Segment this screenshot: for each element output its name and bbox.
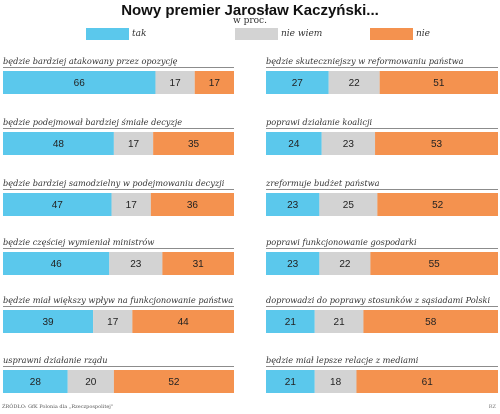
chart-title: Nowy premier Jarosław Kaczyński... bbox=[121, 2, 379, 19]
legend-swatch-nie bbox=[370, 28, 413, 40]
bar-segment-nie-doprowadzi-do-poprawy-stosunkow-z-sasiadami-polski bbox=[363, 310, 498, 333]
bar-segment-nie-bedzie-podejmowal-bardziej-smiale-decyzje bbox=[153, 132, 234, 155]
statement-label-bedzie-bardziej-samodzielny-w-podejmowaniu-decyzji: będzie bardziej samodzielny w podejmowan… bbox=[3, 178, 225, 188]
bar-segment-nie-wiem-poprawi-funkcjonowanie-gospodarki bbox=[319, 252, 371, 275]
value-label-tak-bedzie-bardziej-samodzielny-w-podejmowaniu-decyzji: 47 bbox=[52, 200, 64, 211]
bar-segment-tak-bedzie-bardziej-samodzielny-w-podejmowaniu-decyzji bbox=[3, 193, 112, 216]
bar-segment-nie-wiem-doprowadzi-do-poprawy-stosunkow-z-sasiadami-polski bbox=[314, 310, 364, 333]
bar-segment-tak-bedzie-mial-wiekszy-wplyw-na-funkcjonowanie-panstwa bbox=[3, 310, 94, 333]
value-label-nie-wiem-poprawi-dzialanie-koalicji: 23 bbox=[343, 139, 355, 150]
statement-label-doprowadzi-do-poprawy-stosunkow-z-sasiadami-polski: doprowadzi do poprawy stosunków z sąsiad… bbox=[266, 295, 491, 305]
bar-segment-nie-wiem-bedzie-bardziej-atakowany-przez-opozycje bbox=[155, 71, 195, 94]
value-label-tak-bedzie-skuteczniejszy-w-reformowaniu-panstwa: 27 bbox=[292, 78, 304, 89]
value-label-tak-poprawi-funkcjonowanie-gospodarki: 23 bbox=[287, 259, 299, 270]
bar-segment-nie-wiem-bedzie-czesciej-wymienial-ministrow bbox=[109, 252, 163, 275]
bar-segment-nie-bedzie-czesciej-wymienial-ministrow bbox=[162, 252, 234, 275]
bar-segment-nie-poprawi-funkcjonowanie-gospodarki bbox=[370, 252, 498, 275]
bar-segment-nie-bedzie-mial-lepsze-relacje-z-mediami bbox=[356, 370, 498, 393]
value-label-nie-wiem-poprawi-funkcjonowanie-gospodarki: 22 bbox=[339, 259, 351, 270]
statement-label-poprawi-funkcjonowanie-gospodarki: poprawi funkcjonowanie gospodarki bbox=[266, 237, 417, 247]
value-label-nie-bedzie-bardziej-atakowany-przez-opozycje: 17 bbox=[209, 78, 221, 89]
statement-label-usprawni-dzialanie-rzadu: usprawni działanie rządu bbox=[3, 355, 108, 365]
bar-segment-nie-wiem-bedzie-mial-wiekszy-wplyw-na-funkcjonowanie-panstwa bbox=[93, 310, 133, 333]
statement-label-bedzie-bardziej-atakowany-przez-opozycje: będzie bardziej atakowany przez opozycję bbox=[3, 56, 178, 66]
value-label-nie-doprowadzi-do-poprawy-stosunkow-z-sasiadami-polski: 58 bbox=[425, 317, 437, 328]
value-label-nie-wiem-bedzie-bardziej-atakowany-przez-opozycje: 17 bbox=[170, 78, 182, 89]
bar-segment-tak-poprawi-funkcjonowanie-gospodarki bbox=[266, 252, 320, 275]
bar-segment-nie-bedzie-skuteczniejszy-w-reformowaniu-panstwa bbox=[379, 71, 498, 94]
statement-label-bedzie-mial-wiekszy-wplyw-na-funkcjonowanie-panstwa: będzie miał większy wpływ na funkcjonowa… bbox=[3, 295, 233, 305]
statement-label-bedzie-skuteczniejszy-w-reformowaniu-panstwa: będzie skuteczniejszy w reformowaniu pań… bbox=[266, 56, 464, 66]
value-label-tak-bedzie-bardziej-atakowany-przez-opozycje: 66 bbox=[74, 78, 86, 89]
value-label-nie-wiem-bedzie-mial-wiekszy-wplyw-na-funkcjonowanie-panstwa: 17 bbox=[107, 317, 119, 328]
bar-segment-nie-wiem-bedzie-skuteczniejszy-w-reformowaniu-panstwa bbox=[328, 71, 380, 94]
bar-segment-nie-poprawi-dzialanie-koalicji bbox=[375, 132, 498, 155]
value-label-tak-poprawi-dzialanie-koalicji: 24 bbox=[288, 139, 300, 150]
credit-note: RZ bbox=[488, 404, 496, 410]
bar-segment-nie-wiem-poprawi-dzialanie-koalicji bbox=[321, 132, 376, 155]
statement-label-bedzie-podejmowal-bardziej-smiale-decyzje: będzie podejmował bardziej śmiałe decyzj… bbox=[3, 117, 182, 127]
legend-label-nie: nie bbox=[416, 29, 431, 39]
bar-segment-nie-bedzie-mial-wiekszy-wplyw-na-funkcjonowanie-panstwa bbox=[132, 310, 234, 333]
value-label-nie-bedzie-bardziej-samodzielny-w-podejmowaniu-decyzji: 36 bbox=[187, 200, 199, 211]
bar-segment-tak-bedzie-mial-lepsze-relacje-z-mediami bbox=[266, 370, 315, 393]
bar-segment-tak-bedzie-bardziej-atakowany-przez-opozycje bbox=[3, 71, 156, 94]
statement-label-bedzie-czesciej-wymienial-ministrow: będzie częściej wymieniał ministrów bbox=[3, 237, 154, 247]
value-label-tak-zreformuje-budzet-panstwa: 23 bbox=[287, 200, 299, 211]
bar-segment-tak-doprowadzi-do-poprawy-stosunkow-z-sasiadami-polski bbox=[266, 310, 315, 333]
value-label-tak-usprawni-dzialanie-rzadu: 28 bbox=[30, 377, 42, 388]
value-label-nie-wiem-doprowadzi-do-poprawy-stosunkow-z-sasiadami-polski: 21 bbox=[334, 317, 346, 328]
value-label-nie-bedzie-czesciej-wymienial-ministrow: 31 bbox=[193, 259, 205, 270]
bar-segment-tak-poprawi-dzialanie-koalicji bbox=[266, 132, 322, 155]
legend-swatch-nie-wiem bbox=[235, 28, 278, 40]
value-label-tak-bedzie-mial-wiekszy-wplyw-na-funkcjonowanie-panstwa: 39 bbox=[42, 317, 54, 328]
source-note: ŹRÓDŁO: GfK Polonia dla „Rzeczpospolitej… bbox=[2, 404, 114, 410]
value-label-nie-usprawni-dzialanie-rzadu: 52 bbox=[168, 377, 180, 388]
value-label-nie-wiem-bedzie-bardziej-samodzielny-w-podejmowaniu-decyzji: 17 bbox=[126, 200, 138, 211]
bar-segment-nie-bedzie-bardziej-atakowany-przez-opozycje bbox=[194, 71, 234, 94]
bar-segment-tak-bedzie-czesciej-wymienial-ministrow bbox=[3, 252, 110, 275]
value-label-nie-poprawi-dzialanie-koalicji: 53 bbox=[431, 139, 443, 150]
value-label-tak-doprowadzi-do-poprawy-stosunkow-z-sasiadami-polski: 21 bbox=[285, 317, 297, 328]
value-label-tak-bedzie-czesciej-wymienial-ministrow: 46 bbox=[51, 259, 63, 270]
bar-segment-nie-usprawni-dzialanie-rzadu bbox=[113, 370, 234, 393]
bar-segment-nie-bedzie-bardziej-samodzielny-w-podejmowaniu-decyzji bbox=[150, 193, 234, 216]
chart-subtitle: w proc. bbox=[233, 16, 267, 26]
bar-segment-tak-bedzie-podejmowal-bardziej-smiale-decyzje bbox=[3, 132, 114, 155]
value-label-nie-wiem-bedzie-skuteczniejszy-w-reformowaniu-panstwa: 22 bbox=[349, 78, 361, 89]
value-label-nie-wiem-bedzie-podejmowal-bardziej-smiale-decyzje: 17 bbox=[128, 139, 140, 150]
legend-label-tak: tak bbox=[132, 29, 147, 39]
value-label-tak-bedzie-mial-lepsze-relacje-z-mediami: 21 bbox=[285, 377, 297, 388]
value-label-nie-wiem-zreformuje-budzet-panstwa: 25 bbox=[343, 200, 355, 211]
bar-segment-nie-wiem-usprawni-dzialanie-rzadu bbox=[67, 370, 114, 393]
statement-label-poprawi-dzialanie-koalicji: poprawi działanie koalicji bbox=[266, 117, 372, 127]
bar-segment-nie-wiem-bedzie-bardziej-samodzielny-w-podejmowaniu-decyzji bbox=[111, 193, 151, 216]
bar-segment-tak-usprawni-dzialanie-rzadu bbox=[3, 370, 68, 393]
legend-swatch-tak bbox=[86, 28, 129, 40]
value-label-nie-zreformuje-budzet-panstwa: 52 bbox=[432, 200, 444, 211]
legend-label-nie-wiem: nie wiem bbox=[281, 29, 323, 39]
value-label-nie-bedzie-podejmowal-bardziej-smiale-decyzje: 35 bbox=[188, 139, 200, 150]
value-label-nie-wiem-bedzie-mial-lepsze-relacje-z-mediami: 18 bbox=[330, 377, 342, 388]
value-label-nie-bedzie-mial-lepsze-relacje-z-mediami: 61 bbox=[422, 377, 434, 388]
value-label-nie-wiem-bedzie-czesciej-wymienial-ministrow: 23 bbox=[130, 259, 142, 270]
bar-segment-nie-wiem-bedzie-podejmowal-bardziej-smiale-decyzje bbox=[113, 132, 154, 155]
bar-segment-tak-zreformuje-budzet-panstwa bbox=[266, 193, 320, 216]
value-label-nie-bedzie-mial-wiekszy-wplyw-na-funkcjonowanie-panstwa: 44 bbox=[178, 317, 190, 328]
bar-segment-nie-wiem-bedzie-mial-lepsze-relacje-z-mediami bbox=[314, 370, 357, 393]
bar-segment-tak-bedzie-skuteczniejszy-w-reformowaniu-panstwa bbox=[266, 71, 329, 94]
statement-label-bedzie-mial-lepsze-relacje-z-mediami: będzie miał lepsze relacje z mediami bbox=[266, 355, 419, 365]
statement-label-zreformuje-budzet-panstwa: zreformuje budżet państwa bbox=[265, 178, 380, 188]
value-label-nie-bedzie-skuteczniejszy-w-reformowaniu-panstwa: 51 bbox=[433, 78, 445, 89]
value-label-nie-wiem-usprawni-dzialanie-rzadu: 20 bbox=[85, 377, 97, 388]
bar-segment-nie-wiem-zreformuje-budzet-panstwa bbox=[319, 193, 378, 216]
value-label-nie-poprawi-funkcjonowanie-gospodarki: 55 bbox=[429, 259, 441, 270]
value-label-tak-bedzie-podejmowal-bardziej-smiale-decyzje: 48 bbox=[53, 139, 65, 150]
bar-segment-nie-zreformuje-budzet-panstwa bbox=[377, 193, 498, 216]
